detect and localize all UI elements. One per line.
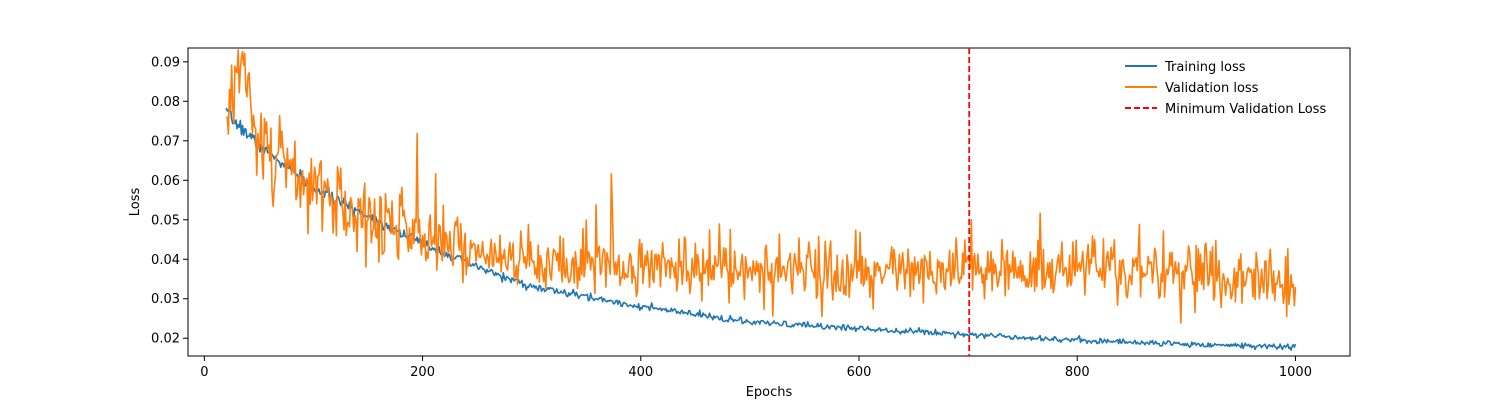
ticks-layer: 0 200 400 600 800 1000 0.02 0.03 0.04 0.05 0.06 0.0… [151, 55, 1312, 380]
x-tick-label: 400 [628, 365, 653, 380]
y-tick-label: 0.03 [151, 292, 180, 307]
plot-frame [187, 47, 1351, 357]
y-tick-label: 0.06 [151, 174, 180, 189]
y-tick-label: 0.08 [151, 95, 180, 110]
y-tick-label: 0.09 [151, 55, 180, 70]
y-tick-label: 0.05 [151, 213, 180, 228]
x-tick-label: 800 [1065, 365, 1090, 380]
x-tick-label: 200 [410, 365, 435, 380]
x-tick-label: 600 [847, 365, 872, 380]
legend-label-validation: Validation loss [1165, 81, 1259, 96]
y-axis-title: Loss [128, 188, 143, 217]
y-tick-label: 0.04 [151, 253, 180, 268]
y-tick-label: 0.07 [151, 134, 180, 149]
x-tick-label: 1000 [1279, 365, 1312, 380]
series-layer [225, 48, 1297, 356]
legend-label-training: Training loss [1164, 60, 1246, 75]
y-tick-label: 0.02 [151, 332, 180, 347]
training-loss-line [225, 107, 1297, 351]
legend: Training loss Validation loss Minimum Va… [1125, 60, 1326, 117]
x-tick-label: 0 [200, 365, 208, 380]
legend-label-min-val: Minimum Validation Loss [1165, 102, 1326, 117]
validation-loss-line [226, 49, 1297, 324]
x-axis-title: Epochs [746, 385, 793, 400]
